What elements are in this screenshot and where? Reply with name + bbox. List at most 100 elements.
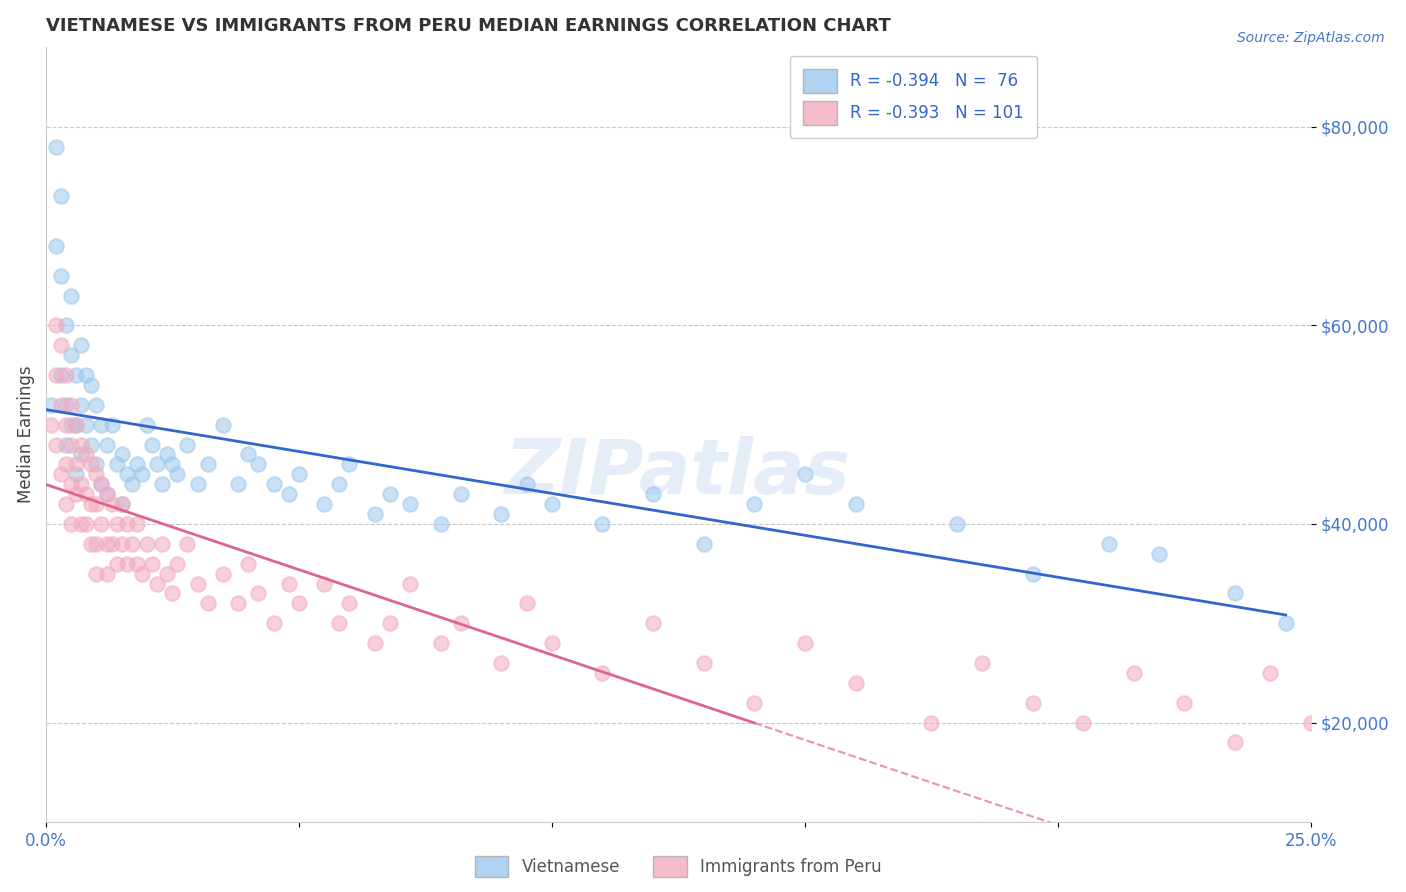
Point — [146, 458, 169, 472]
Point — [49, 467, 72, 482]
Point — [96, 566, 118, 581]
Point — [60, 516, 83, 531]
Point — [55, 458, 77, 472]
Point — [55, 417, 77, 432]
Point — [450, 487, 472, 501]
Point — [125, 557, 148, 571]
Point — [90, 477, 112, 491]
Point — [328, 477, 350, 491]
Point — [45, 239, 67, 253]
Point — [39, 398, 62, 412]
Point — [90, 516, 112, 531]
Point — [80, 458, 103, 472]
Point — [75, 368, 97, 382]
Point — [111, 537, 134, 551]
Point — [429, 636, 451, 650]
Point — [1122, 665, 1144, 680]
Point — [541, 497, 564, 511]
Point — [328, 616, 350, 631]
Point — [288, 467, 311, 482]
Point — [1350, 696, 1372, 710]
Point — [86, 497, 108, 511]
Point — [141, 557, 163, 571]
Point — [1173, 696, 1195, 710]
Point — [96, 487, 118, 501]
Point — [70, 447, 93, 461]
Point — [65, 487, 87, 501]
Point — [187, 477, 209, 491]
Point — [105, 516, 128, 531]
Point — [45, 437, 67, 451]
Point — [197, 458, 219, 472]
Point — [49, 189, 72, 203]
Point — [80, 437, 103, 451]
Point — [70, 516, 93, 531]
Point — [90, 417, 112, 432]
Point — [1097, 537, 1119, 551]
Point — [65, 417, 87, 432]
Point — [364, 636, 387, 650]
Point — [136, 537, 159, 551]
Point — [516, 477, 538, 491]
Point — [70, 338, 93, 352]
Point — [970, 656, 993, 670]
Point — [150, 537, 173, 551]
Point — [60, 348, 83, 362]
Point — [162, 586, 184, 600]
Point — [1071, 715, 1094, 730]
Point — [131, 467, 153, 482]
Point — [692, 656, 714, 670]
Point — [591, 665, 613, 680]
Point — [60, 477, 83, 491]
Point — [100, 417, 122, 432]
Point — [176, 437, 198, 451]
Point — [60, 288, 83, 302]
Point — [793, 636, 815, 650]
Point — [75, 447, 97, 461]
Point — [1021, 696, 1043, 710]
Point — [197, 596, 219, 610]
Point — [75, 516, 97, 531]
Point — [150, 477, 173, 491]
Point — [86, 467, 108, 482]
Point — [1274, 616, 1296, 631]
Point — [742, 497, 765, 511]
Point — [238, 447, 260, 461]
Point — [70, 398, 93, 412]
Point — [844, 676, 866, 690]
Point — [314, 576, 336, 591]
Point — [90, 477, 112, 491]
Point — [166, 467, 188, 482]
Point — [125, 458, 148, 472]
Point — [49, 368, 72, 382]
Point — [226, 477, 249, 491]
Point — [49, 268, 72, 283]
Point — [641, 616, 664, 631]
Point — [1324, 725, 1347, 739]
Point — [277, 576, 299, 591]
Point — [226, 596, 249, 610]
Point — [399, 576, 422, 591]
Point — [86, 537, 108, 551]
Point — [70, 437, 93, 451]
Text: Source: ZipAtlas.com: Source: ZipAtlas.com — [1237, 31, 1385, 45]
Point — [80, 537, 103, 551]
Point — [55, 368, 77, 382]
Point — [1299, 715, 1322, 730]
Point — [65, 368, 87, 382]
Point — [115, 467, 138, 482]
Point — [541, 636, 564, 650]
Point — [86, 566, 108, 581]
Point — [591, 516, 613, 531]
Point — [288, 596, 311, 610]
Point — [212, 417, 235, 432]
Point — [429, 516, 451, 531]
Point — [692, 537, 714, 551]
Point — [162, 458, 184, 472]
Point — [742, 696, 765, 710]
Point — [96, 537, 118, 551]
Point — [1400, 735, 1406, 749]
Point — [86, 398, 108, 412]
Point — [96, 437, 118, 451]
Point — [1147, 547, 1170, 561]
